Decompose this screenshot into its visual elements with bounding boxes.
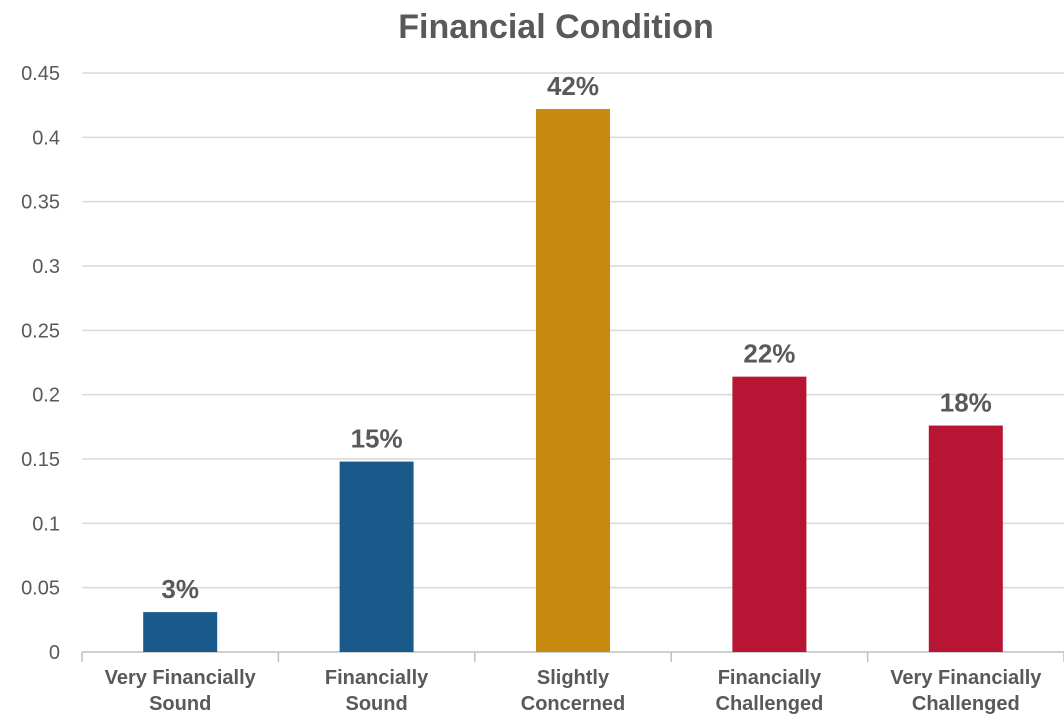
y-tick-label: 0.1 — [32, 513, 60, 535]
data-label: 15% — [351, 424, 403, 454]
bars — [143, 109, 1003, 652]
x-axis-ticks: Very Financially Sound Financially Sound Sli… — [105, 667, 1043, 715]
x-tick-label: Sound — [149, 693, 211, 715]
y-tick-label: 0.35 — [21, 192, 60, 214]
x-tick-label: Very Financially — [105, 667, 257, 689]
y-tick-label: 0.3 — [32, 256, 60, 278]
bar — [536, 109, 610, 652]
data-label: 18% — [940, 388, 992, 418]
y-tick-label: 0.05 — [21, 578, 60, 600]
y-tick-label: 0 — [49, 642, 60, 664]
y-axis-ticks: 0 0.05 0.1 0.15 0.2 0.25 0.3 0.35 0.4 0.45 — [21, 63, 60, 664]
x-tick-label: Challenged — [912, 693, 1020, 715]
x-tick-label: Very Financially — [890, 667, 1042, 689]
y-tick-label: 0.4 — [32, 127, 60, 149]
y-tick-label: 0.2 — [32, 385, 60, 407]
x-tick-label: Financially — [718, 667, 822, 689]
bar — [339, 461, 414, 652]
x-tick-label: Challenged — [716, 693, 824, 715]
data-labels: 3% 15% 42% 22% 18% — [161, 71, 991, 604]
data-label: 3% — [161, 574, 199, 604]
chart-title: Financial Condition — [398, 8, 713, 46]
data-label: 42% — [547, 71, 599, 101]
bar — [928, 425, 1003, 652]
bar — [732, 376, 807, 652]
y-tick-label: 0.45 — [21, 63, 60, 85]
x-tick-label: Sound — [345, 693, 407, 715]
x-tick-label: Concerned — [521, 693, 625, 715]
data-label: 22% — [743, 339, 795, 369]
y-tick-label: 0.15 — [21, 449, 60, 471]
x-tick-label: Financially — [325, 667, 429, 689]
x-tick-label: Slightly — [537, 667, 610, 689]
bar — [143, 612, 218, 652]
y-tick-label: 0.25 — [21, 320, 60, 342]
